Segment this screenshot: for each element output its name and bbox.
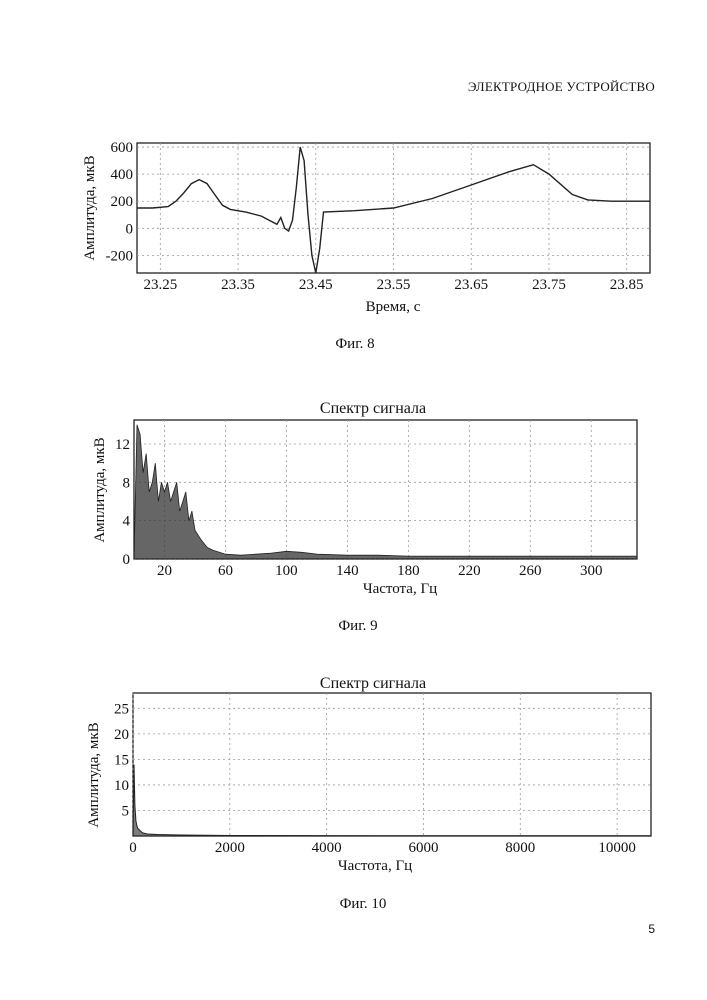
spectrum-area [134, 425, 637, 559]
figure-caption: Фиг. 10 [340, 896, 387, 912]
y-tick-label: 8 [123, 475, 131, 491]
figure-10-chart: Спектр сигнала 25 20 15 10 5 0 2000 4000 6000 80… [86, 675, 651, 912]
x-tick-label: 4000 [312, 840, 342, 856]
gridlines [134, 420, 637, 559]
x-tick-label: 20 [157, 563, 172, 579]
x-tick-label: 6000 [408, 840, 438, 856]
plot-frame [134, 420, 637, 559]
page-number: 5 [648, 922, 655, 936]
x-tick-label: 220 [458, 563, 481, 579]
x-tick-label: 23.45 [299, 277, 333, 293]
x-tick-label: 23.25 [143, 277, 177, 293]
y-tick-label: 600 [111, 140, 134, 156]
x-tick-label: 60 [218, 563, 233, 579]
y-tick-label: 200 [111, 194, 134, 210]
gridlines [133, 693, 651, 836]
y-tick-label: 4 [123, 514, 131, 530]
x-tick-label: 23.65 [454, 277, 488, 293]
y-tick-label: -200 [106, 248, 134, 264]
y-tick-label: 10 [114, 778, 129, 794]
x-tick-label: 100 [275, 563, 298, 579]
x-tick-label: 2000 [215, 840, 245, 856]
y-tick-label: 0 [123, 552, 131, 568]
figure-caption: Фиг. 8 [335, 336, 374, 352]
y-tick-label: 20 [114, 727, 129, 743]
spectrum-line [133, 765, 651, 837]
x-tick-label: 23.75 [532, 277, 566, 293]
chart-title: Спектр сигнала [320, 400, 426, 417]
y-tick-label: 5 [122, 803, 130, 819]
y-axis-label: Амплитуда, мкВ [92, 437, 108, 542]
x-tick-label: 260 [519, 563, 542, 579]
figure-caption: Фиг. 9 [338, 618, 377, 634]
y-axis-label: Амплитуда, мкВ [86, 722, 102, 827]
x-axis-label: Частота, Гц [363, 581, 437, 597]
y-tick-label: 0 [126, 221, 134, 237]
x-axis-label: Частота, Гц [338, 858, 412, 874]
y-tick-label: 15 [114, 752, 129, 768]
x-tick-label: 8000 [505, 840, 535, 856]
y-tick-labels: 600 400 200 0 -200 [106, 140, 134, 264]
y-tick-label: 12 [115, 437, 130, 453]
x-tick-label: 23.35 [221, 277, 255, 293]
y-tick-labels: 25 20 15 10 5 [114, 701, 129, 819]
x-tick-label: 23.85 [610, 277, 644, 293]
x-tick-labels: 23.25 23.35 23.45 23.55 23.65 23.75 23.85 [143, 277, 643, 293]
x-tick-labels: 0 2000 4000 6000 8000 10000 [129, 840, 636, 856]
figure-8-chart: 600 400 200 0 -200 23.25 23.35 23.45 23.55 23.65… [82, 140, 650, 352]
y-axis-label: Амплитуда, мкВ [82, 155, 98, 260]
y-tick-labels: 12 8 4 0 [115, 437, 131, 568]
x-tick-label: 300 [580, 563, 603, 579]
x-tick-label: 140 [336, 563, 359, 579]
plot-frame [133, 693, 651, 836]
x-tick-label: 23.55 [377, 277, 411, 293]
x-tick-label: 0 [129, 840, 137, 856]
figure-9-chart: Спектр сигнала 12 8 4 0 20 60 100 140 180 220 260… [92, 400, 637, 634]
x-tick-label: 180 [397, 563, 420, 579]
x-tick-label: 10000 [598, 840, 636, 856]
x-tick-labels: 20 60 100 140 180 220 260 300 [157, 563, 603, 579]
x-axis-label: Время, с [366, 299, 421, 315]
chart-title: Спектр сигнала [320, 675, 426, 692]
y-tick-label: 400 [111, 167, 134, 183]
y-tick-label: 25 [114, 701, 129, 717]
